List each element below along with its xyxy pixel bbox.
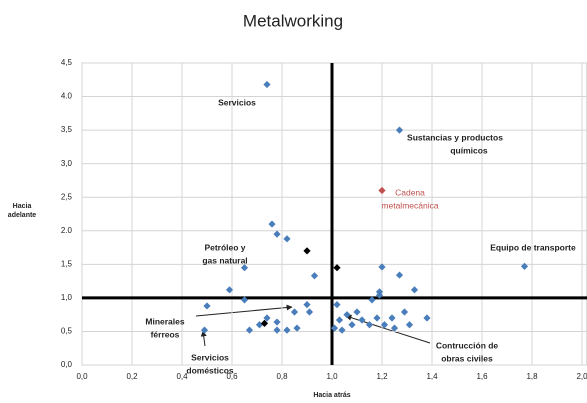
y-tick-label: 4.0 [61, 92, 73, 101]
point [268, 220, 276, 228]
y-tick-label: 4,5 [61, 58, 73, 67]
point [245, 326, 254, 334]
point [378, 263, 386, 271]
annotation: Contrucción de [436, 340, 499, 350]
x-tick-label: 1,6 [476, 372, 488, 381]
point [263, 314, 271, 322]
chart-title: Metalworking [243, 11, 343, 30]
y-tick-label: 2.0 [61, 226, 73, 235]
point [293, 324, 301, 332]
point [343, 311, 351, 319]
y-axis-title: adelante [8, 212, 37, 219]
y-tick-label: 3,5 [61, 125, 73, 134]
x-tick-label: 0,4 [176, 372, 188, 381]
y-tick-label: 1,0 [61, 293, 73, 302]
point [395, 271, 404, 279]
x-tick-label: 0,2 [126, 372, 138, 381]
annotation: Cadena [395, 187, 425, 197]
y-axis-title: Hacia [13, 203, 32, 210]
point [273, 230, 281, 238]
annotation: Servicios [191, 352, 229, 362]
point [290, 308, 299, 316]
point [520, 262, 529, 270]
annotation: férreos [151, 329, 180, 339]
point [390, 324, 399, 332]
point [273, 318, 281, 326]
y-tick-label: 3,0 [61, 159, 73, 168]
point [388, 314, 396, 322]
point [225, 286, 234, 294]
x-tick-label: 0,0 [76, 372, 88, 381]
point [333, 264, 341, 272]
point [375, 291, 384, 299]
point [395, 126, 404, 134]
point [240, 296, 249, 304]
point [365, 321, 374, 329]
y-tick-label: 0,5 [61, 327, 73, 336]
point [348, 321, 356, 329]
point [263, 80, 271, 89]
point [303, 301, 311, 309]
annotation: Equipo de transporte [490, 242, 576, 252]
point [303, 247, 311, 255]
point [423, 314, 431, 322]
point [368, 296, 376, 304]
point [338, 326, 346, 334]
annotation: químicos [450, 145, 488, 155]
point [260, 319, 269, 327]
annotation: Petróleo y [204, 242, 245, 252]
point [335, 316, 344, 324]
annotation: gas natural [202, 255, 247, 265]
y-tick-label: 2,5 [61, 192, 73, 201]
point [378, 186, 386, 195]
point [333, 301, 341, 309]
point [283, 235, 291, 243]
annotation: metalmecánica [381, 200, 438, 210]
point [255, 321, 264, 329]
x-tick-label: 2,0 [576, 372, 587, 381]
arrow [195, 304, 293, 317]
x-tick-label: 1,8 [526, 372, 538, 381]
point [203, 302, 211, 310]
point [358, 316, 366, 324]
point [380, 321, 389, 329]
point [273, 326, 281, 334]
arrow [200, 330, 207, 347]
y-tick-label: 1,5 [61, 259, 73, 268]
x-tick-label: 1,0 [326, 372, 338, 381]
point [240, 264, 249, 272]
point [405, 321, 414, 329]
annotation: Servicios [218, 97, 256, 107]
point [400, 308, 409, 316]
annotation: Sustancias y productos [407, 132, 503, 142]
point [373, 314, 381, 322]
x-axis-title: Hacia atrás [313, 392, 350, 399]
x-tick-label: 0,8 [276, 372, 288, 381]
annotation: obras civiles [441, 353, 493, 363]
x-tick-label: 1,2 [376, 372, 388, 381]
x-tick-label: 1,4 [426, 372, 438, 381]
point [410, 286, 419, 294]
y-tick-label: 0,0 [61, 360, 73, 369]
annotation: Minerales [145, 316, 184, 326]
point [353, 308, 361, 316]
point [200, 326, 209, 334]
point [330, 324, 339, 332]
point [310, 272, 319, 280]
annotation: domésticos [186, 365, 234, 375]
point [283, 326, 291, 334]
point [305, 308, 314, 316]
x-tick-label: 0,6 [226, 372, 238, 381]
